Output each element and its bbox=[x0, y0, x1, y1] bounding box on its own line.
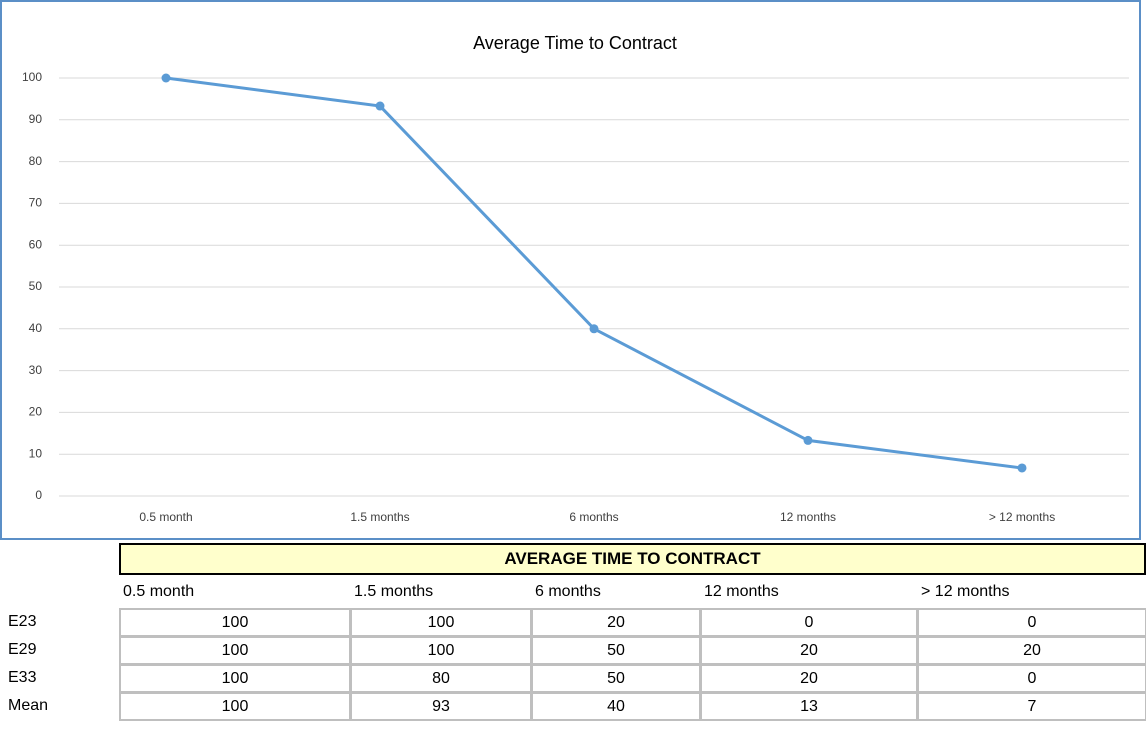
chart: Average Time to Contract 0 10 20 30 40 50 60 70… bbox=[0, 0, 1141, 540]
data-point bbox=[1017, 463, 1027, 473]
table-cell: 100 bbox=[119, 692, 351, 721]
y-tick-label: 60 bbox=[29, 237, 43, 251]
y-tick-label: 20 bbox=[29, 405, 43, 419]
table-title: AVERAGE TIME TO CONTRACT bbox=[119, 543, 1146, 575]
table-cell: 100 bbox=[119, 608, 351, 637]
table-cell: 20 bbox=[917, 636, 1146, 665]
chart-frame bbox=[0, 0, 1141, 540]
data-point bbox=[375, 101, 385, 111]
y-tick-label: 100 bbox=[22, 70, 42, 84]
y-tick-label: 0 bbox=[35, 488, 42, 502]
y-tick-label: 40 bbox=[29, 321, 43, 335]
table-cell: 100 bbox=[119, 636, 351, 665]
table-cell: 0 bbox=[700, 608, 918, 637]
chart-title: Average Time to Contract bbox=[473, 33, 677, 53]
table-cell: 0 bbox=[917, 608, 1146, 637]
column-header: 0.5 month bbox=[123, 582, 195, 600]
data-point bbox=[589, 324, 599, 334]
data-point bbox=[803, 435, 813, 445]
x-tick-label: 6 months bbox=[569, 510, 618, 524]
table-cell: 20 bbox=[700, 664, 918, 693]
table-cell: 50 bbox=[531, 664, 701, 693]
column-header: 1.5 months bbox=[354, 582, 434, 600]
table-cell: 40 bbox=[531, 692, 701, 721]
column-header: 12 months bbox=[704, 582, 779, 600]
table-cell: 100 bbox=[350, 608, 532, 637]
x-tick-label: 0.5 month bbox=[139, 510, 192, 524]
x-tick-label: > 12 months bbox=[989, 510, 1055, 524]
table-cell: 20 bbox=[700, 636, 918, 665]
table-cell: 80 bbox=[350, 664, 532, 693]
y-tick-label: 50 bbox=[29, 279, 43, 293]
table-cell: 50 bbox=[531, 636, 701, 665]
table-cell: 13 bbox=[700, 692, 918, 721]
row-label: E33 bbox=[8, 669, 37, 686]
row-label: E23 bbox=[8, 613, 37, 630]
table-cell: 7 bbox=[917, 692, 1146, 721]
y-tick-label: 80 bbox=[29, 154, 43, 168]
column-header: 6 months bbox=[535, 582, 601, 600]
y-tick-label: 30 bbox=[29, 363, 43, 377]
row-label: E29 bbox=[8, 641, 37, 658]
table-cell: 93 bbox=[350, 692, 532, 721]
table-cell: 0 bbox=[917, 664, 1146, 693]
y-tick-label: 10 bbox=[29, 446, 43, 460]
row-label: Mean bbox=[8, 697, 49, 714]
column-header: > 12 months bbox=[921, 582, 1010, 600]
x-tick-label: 12 months bbox=[780, 510, 836, 524]
table-cell: 20 bbox=[531, 608, 701, 637]
y-tick-label: 90 bbox=[29, 112, 43, 126]
table-cell: 100 bbox=[119, 664, 351, 693]
y-tick-label: 70 bbox=[29, 196, 43, 210]
x-tick-label: 1.5 months bbox=[350, 510, 409, 524]
data-point bbox=[161, 73, 171, 83]
table-cell: 100 bbox=[350, 636, 532, 665]
